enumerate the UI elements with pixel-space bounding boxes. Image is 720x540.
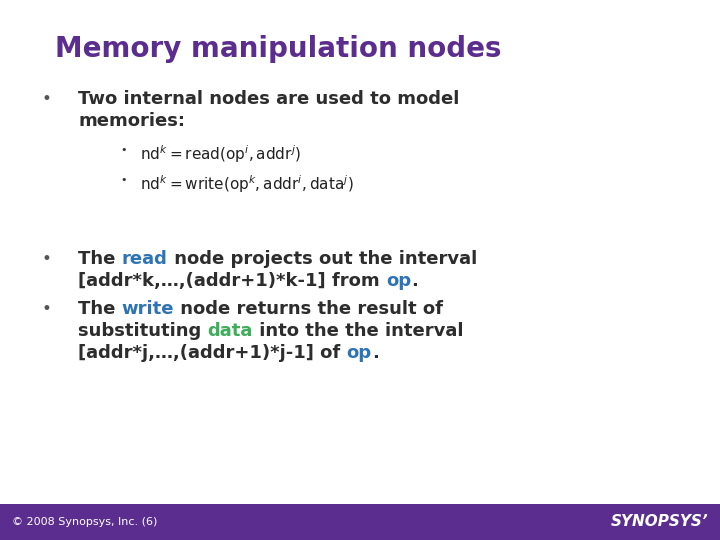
Text: write: write [122, 300, 174, 318]
Text: Memory manipulation nodes: Memory manipulation nodes [55, 35, 502, 63]
Text: read: read [122, 250, 168, 268]
Text: op: op [346, 344, 372, 362]
Text: data: data [207, 322, 253, 340]
Text: •: • [42, 300, 52, 318]
Text: Two internal nodes are used to model: Two internal nodes are used to model [78, 90, 459, 108]
Text: node returns the result of: node returns the result of [174, 300, 443, 318]
Text: [addr*j,…,(addr+1)*j-1] of: [addr*j,…,(addr+1)*j-1] of [78, 344, 346, 362]
Text: •: • [120, 145, 127, 155]
Text: .: . [372, 344, 379, 362]
Text: $\mathrm{nd}^k = \mathrm{read}(\mathrm{op}^i, \mathrm{addr}^j)$: $\mathrm{nd}^k = \mathrm{read}(\mathrm{o… [140, 143, 301, 165]
Text: The: The [78, 300, 122, 318]
Text: © 2008 Synopsys, Inc. (6): © 2008 Synopsys, Inc. (6) [12, 517, 158, 527]
Text: memories:: memories: [78, 112, 185, 130]
Text: into the the interval: into the the interval [253, 322, 464, 340]
Text: substituting: substituting [78, 322, 207, 340]
Text: [addr*k,…,(addr+1)*k-1] from: [addr*k,…,(addr+1)*k-1] from [78, 272, 386, 290]
Text: op: op [386, 272, 411, 290]
Text: •: • [42, 90, 52, 108]
Text: SYNOPSYS’: SYNOPSYS’ [611, 515, 708, 530]
Text: $\mathrm{nd}^k = \mathrm{write}(\mathrm{op}^k, \mathrm{addr}^i, \mathrm{data}^j): $\mathrm{nd}^k = \mathrm{write}(\mathrm{… [140, 173, 354, 195]
Bar [0, 504, 720, 540]
Text: •: • [42, 250, 52, 268]
Text: node projects out the interval: node projects out the interval [168, 250, 477, 268]
Text: .: . [411, 272, 418, 290]
Text: •: • [120, 175, 127, 185]
Text: The: The [78, 250, 122, 268]
